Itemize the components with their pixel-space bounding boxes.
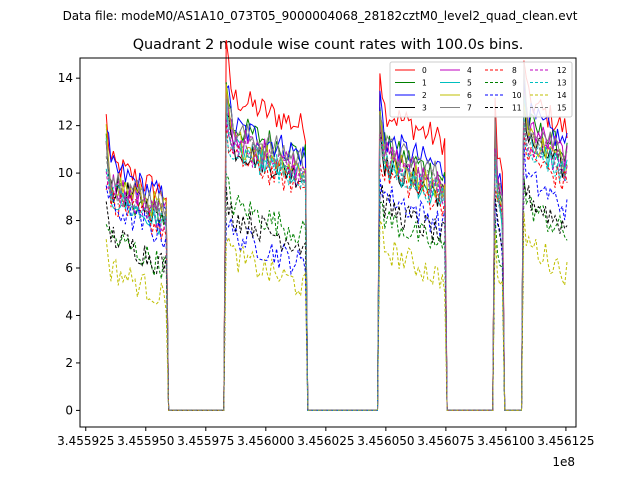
- y-tick-label: 8: [65, 214, 73, 228]
- y-tick-label: 2: [65, 356, 73, 370]
- x-tick-label: 3.455950: [117, 434, 174, 448]
- series-line-9: [105, 173, 568, 411]
- series-line-4: [105, 84, 568, 411]
- x-tick-label: 3.456000: [237, 434, 294, 448]
- y-tick-label: 6: [65, 261, 73, 275]
- legend-label: 0: [422, 66, 427, 75]
- series-line-11: [105, 180, 568, 411]
- series-line-3: [105, 93, 568, 411]
- legend-label: 8: [512, 66, 517, 75]
- legend-label: 15: [557, 104, 567, 113]
- y-axis: 0 2 4 6 8 10 12 14: [58, 71, 80, 417]
- y-tick-label: 12: [58, 119, 73, 133]
- legend-label: 10: [512, 91, 522, 100]
- series-line-1: [105, 80, 568, 411]
- legend-label: 2: [422, 91, 427, 100]
- y-tick-label: 14: [58, 71, 73, 85]
- plot-frame: [79, 57, 577, 428]
- y-tick-label: 0: [65, 403, 73, 417]
- legend-label: 11: [512, 104, 522, 113]
- legend-label: 13: [557, 79, 567, 88]
- chart-title: Quadrant 2 module wise count rates with …: [133, 37, 524, 53]
- x-tick-label: 3.455925: [57, 434, 114, 448]
- series-line-15: [105, 109, 568, 411]
- series-line-2: [105, 73, 568, 411]
- legend-label: 5: [467, 79, 472, 88]
- legend-label: 14: [557, 91, 567, 100]
- chart-suptitle: Data file: modeM0/AS1A10_073T05_90000040…: [63, 9, 578, 23]
- legend-label: 3: [422, 104, 427, 113]
- y-tick-label: 10: [58, 166, 73, 180]
- legend-box: [389, 61, 573, 118]
- x-tick-label: 3.456050: [357, 434, 414, 448]
- legend-label: 7: [467, 104, 472, 113]
- series-line-8: [105, 122, 568, 411]
- x-tick-label: 3.456125: [537, 434, 594, 448]
- legend-label: 6: [467, 91, 472, 100]
- series-lines: [105, 40, 568, 411]
- series-line-12: [105, 117, 568, 411]
- x-tick-label: 3.456100: [477, 434, 534, 448]
- x-tick-label: 3.455975: [177, 434, 234, 448]
- series-line-5: [105, 93, 568, 411]
- x-axis: 3.455925 3.455950 3.455975 3.456000 3.456025…: [57, 427, 595, 448]
- series-line-14: [105, 212, 568, 411]
- series-line-6: [105, 84, 568, 411]
- legend-label: 9: [512, 79, 517, 88]
- legend-label: 12: [557, 66, 567, 75]
- legend-label: 1: [422, 79, 427, 88]
- legend-label: 4: [467, 66, 472, 75]
- series-line-13: [105, 116, 568, 411]
- x-tick-label: 3.456025: [297, 434, 354, 448]
- x-tick-label: 3.456075: [417, 434, 474, 448]
- x-offset-label: 1e8: [552, 455, 575, 469]
- y-tick-label: 4: [65, 308, 73, 322]
